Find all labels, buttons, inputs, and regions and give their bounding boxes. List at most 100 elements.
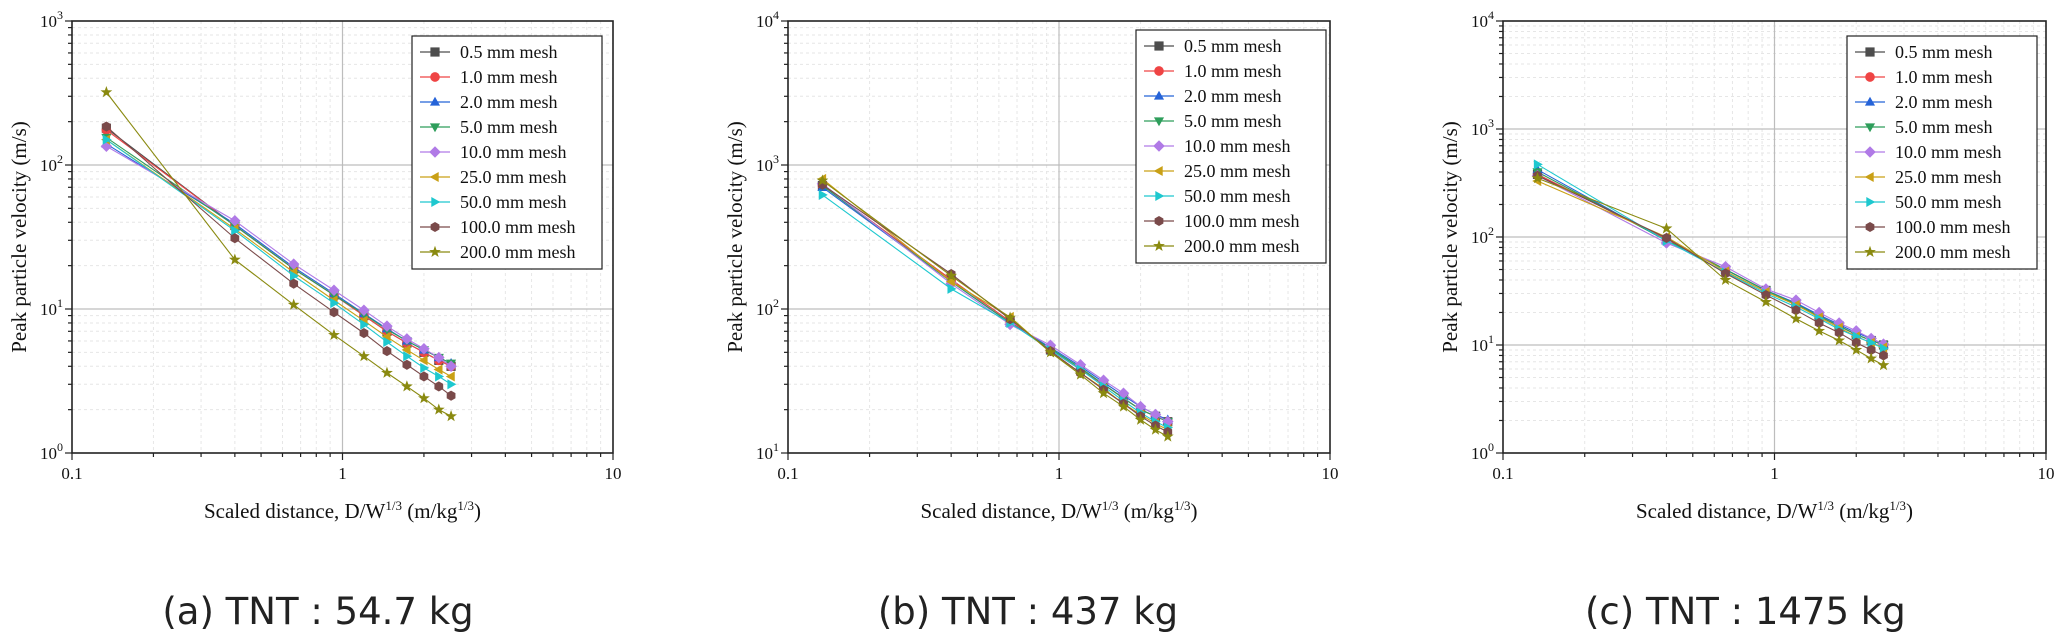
- data-point: [1134, 400, 1147, 413]
- data-point: [359, 328, 369, 339]
- legend-label: 10.0 mm mesh: [460, 142, 567, 162]
- x-axis-label-sup: 1/3: [1817, 498, 1834, 513]
- data-point: [1813, 324, 1826, 336]
- y-tick-base: 10: [40, 444, 57, 463]
- y-tick-exponent: 0: [1488, 440, 1494, 454]
- legend-marker: [430, 47, 440, 57]
- y-tick-label: 101: [1471, 332, 1494, 355]
- data-point: [1117, 387, 1130, 399]
- y-tick-label: 103: [756, 152, 779, 175]
- data-point: [420, 362, 430, 373]
- x-axis-label-part: Scaled distance, D/W: [204, 499, 386, 523]
- data-point: [382, 346, 392, 357]
- x-axis-label-part: ): [1191, 499, 1198, 523]
- data-point: [330, 297, 340, 309]
- y-tick-exponent: 3: [1488, 116, 1494, 130]
- legend-label: 200.0 mm mesh: [1184, 236, 1300, 256]
- legend-marker: [431, 196, 441, 208]
- data-point: [1721, 268, 1730, 279]
- data-point: [329, 307, 339, 318]
- caption-b: (b) TNT : 437 kg: [877, 590, 1179, 633]
- x-axis-label: Scaled distance, D/W1/3 (m/kg1/3): [204, 498, 481, 523]
- legend-marker: [1865, 72, 1875, 82]
- data-point: [228, 253, 241, 265]
- caption-c: (c) TNT : 1475 kg: [1585, 590, 1906, 633]
- y-axis-label: Peak particle velocity (m/s): [723, 121, 747, 353]
- data-point: [1134, 413, 1147, 425]
- data-point: [1660, 222, 1673, 234]
- x-axis-label-sup: 1/3: [1174, 498, 1191, 513]
- legend-marker: [1153, 90, 1165, 100]
- data-point: [445, 371, 455, 382]
- data-point: [446, 390, 456, 401]
- legend-label: 25.0 mm mesh: [460, 167, 567, 187]
- x-tick-label: 10: [2038, 464, 2055, 483]
- chart-panel-c: 0.1 1 10 100 101 102 103 104 Scaled distance, D/…: [1435, 0, 2067, 636]
- y-tick-exponent: 2: [1488, 224, 1494, 238]
- x-tick-label: 0.1: [777, 464, 798, 483]
- y-tick-base: 10: [1471, 120, 1488, 139]
- data-point: [289, 278, 299, 289]
- data-point: [816, 174, 829, 186]
- y-tick-label: 102: [1471, 224, 1494, 247]
- legend-label: 2.0 mm mesh: [1184, 86, 1282, 106]
- legend-marker: [1864, 123, 1876, 133]
- data-point: [947, 283, 957, 294]
- data-point: [433, 364, 443, 375]
- data-point: [418, 392, 430, 404]
- data-point: [1004, 311, 1016, 323]
- x-axis-label: Scaled distance, D/W1/3 (m/kg1/3): [1636, 498, 1913, 523]
- data-point: [403, 351, 413, 362]
- data-point: [1850, 343, 1863, 355]
- y-tick-exponent: 1: [773, 440, 779, 454]
- x-axis-label-part: Scaled distance, D/W: [1636, 499, 1818, 523]
- data-point: [945, 269, 958, 281]
- x-tick-label: 10: [1322, 464, 1339, 483]
- legend-marker: [1153, 117, 1165, 127]
- legend-label: 50.0 mm mesh: [1895, 192, 2002, 212]
- x-axis-label-part: Scaled distance, D/W: [920, 499, 1102, 523]
- y-tick-exponent: 4: [773, 8, 779, 22]
- data-point: [1149, 423, 1162, 435]
- data-point: [381, 320, 393, 332]
- data-point: [100, 86, 113, 98]
- legend-marker: [429, 146, 441, 158]
- data-point: [381, 366, 393, 378]
- y-tick-exponent: 1: [57, 296, 63, 310]
- legend-label: 0.5 mm mesh: [1184, 36, 1282, 56]
- x-axis-label-part: (m/kg: [1834, 499, 1890, 523]
- series-line: [1537, 163, 1884, 349]
- y-tick-base: 10: [1471, 12, 1488, 31]
- x-tick-label: 0.1: [1492, 464, 1513, 483]
- axis-ticks: [65, 20, 614, 460]
- legend-marker: [1153, 140, 1165, 152]
- data-point: [1719, 273, 1732, 285]
- y-tick-label: 102: [40, 152, 63, 175]
- y-tick-exponent: 1: [1488, 332, 1494, 346]
- legend-label: 0.5 mm mesh: [1895, 42, 1993, 62]
- data-point: [1790, 312, 1802, 324]
- legend-marker: [429, 245, 441, 258]
- series-line: [105, 91, 452, 417]
- legend-label: 0.5 mm mesh: [460, 42, 558, 62]
- x-tick-label: 10: [605, 464, 622, 483]
- y-tick-base: 10: [1471, 228, 1488, 247]
- data-point: [1117, 400, 1130, 412]
- data-point: [419, 371, 429, 382]
- data-point: [418, 355, 428, 366]
- data-point: [1760, 295, 1772, 308]
- y-tick-base: 10: [756, 300, 773, 319]
- legend: 0.5 mm mesh 1.0 mm mesh 2.0 mm mesh 5.0 mm …: [411, 35, 603, 270]
- data-point: [1865, 352, 1878, 364]
- data-point: [1791, 305, 1801, 316]
- data-point: [401, 333, 413, 345]
- y-tick-label: 101: [756, 440, 779, 463]
- legend-label: 25.0 mm mesh: [1184, 161, 1291, 181]
- data-point: [1851, 337, 1861, 348]
- chart-panel-a: 0.1 1 10 100 101 102 103 Scaled distance, D/W1/…: [0, 0, 660, 636]
- data-point: [818, 189, 828, 200]
- y-tick-exponent: 4: [1488, 8, 1494, 22]
- data-point: [1867, 337, 1877, 348]
- legend-label: 1.0 mm mesh: [1184, 61, 1282, 81]
- legend-label: 1.0 mm mesh: [1895, 67, 1993, 87]
